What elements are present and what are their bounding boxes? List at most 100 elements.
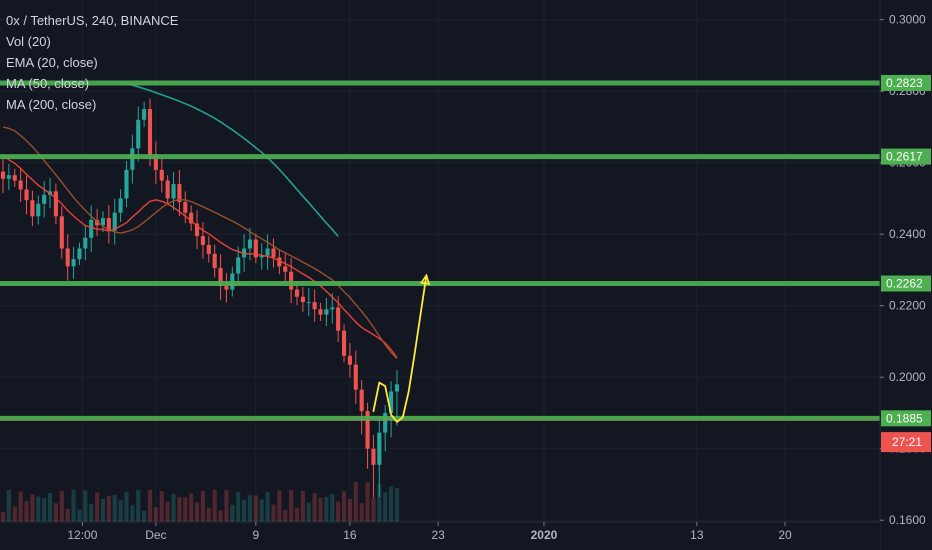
volume-bar xyxy=(124,491,129,522)
candle-body xyxy=(165,180,170,199)
time-tick-label: 2020 xyxy=(531,528,558,542)
volume-bars xyxy=(0,481,400,522)
ma50-line xyxy=(2,126,398,360)
volume-bar xyxy=(47,492,53,522)
candle-body xyxy=(336,307,341,331)
level-price-label: 0.1885 xyxy=(886,411,923,425)
volume-bar xyxy=(341,491,347,522)
candle-body xyxy=(236,257,241,274)
candle-body xyxy=(289,271,294,290)
candle-body xyxy=(242,248,247,258)
candle-body xyxy=(18,180,23,190)
volume-bar xyxy=(153,507,158,522)
candle-body xyxy=(83,237,88,249)
candle-body xyxy=(300,296,305,303)
volume-bar xyxy=(330,493,335,522)
candle-body xyxy=(271,248,276,258)
candle-body xyxy=(324,309,329,315)
candle-body xyxy=(189,212,194,224)
price-tick-label: 0.1600 xyxy=(889,513,926,527)
candle-body xyxy=(212,253,217,269)
price-axis: 0.30000.28000.26000.24000.22000.20000.18… xyxy=(879,0,932,550)
volume-bar xyxy=(147,489,153,522)
legend-ma50[interactable]: MA (50, close) xyxy=(6,76,90,91)
volume-bar xyxy=(112,494,117,522)
volume-bar xyxy=(247,495,253,522)
volume-bar xyxy=(300,490,305,522)
volume-bar xyxy=(165,501,170,522)
volume-bar xyxy=(365,482,370,522)
candle-body xyxy=(247,239,253,249)
volume-bar xyxy=(194,502,200,522)
candle-body xyxy=(89,219,94,238)
volume-bar xyxy=(95,492,100,522)
candle-body xyxy=(353,364,358,390)
time-tick-label: 23 xyxy=(431,528,445,542)
volume-bar xyxy=(359,503,364,522)
level-price-tag xyxy=(881,275,931,292)
candle-body xyxy=(124,169,129,199)
candle-body xyxy=(142,109,147,120)
time-tick-label: 20 xyxy=(778,528,792,542)
countdown-tag xyxy=(881,432,931,453)
volume-bar xyxy=(100,499,106,522)
volume-bar xyxy=(18,491,23,522)
volume-bar xyxy=(265,492,270,522)
countdown-label: 27:21 xyxy=(892,435,922,449)
volume-bar xyxy=(236,492,241,522)
candle-body xyxy=(383,412,388,433)
candle-body xyxy=(130,148,135,170)
candle-body xyxy=(159,169,164,181)
volume-bar xyxy=(42,498,47,522)
volume-bar xyxy=(253,495,258,522)
level-price-label: 0.2617 xyxy=(886,150,923,164)
volume-bar xyxy=(230,504,235,522)
level-price-label: 0.2262 xyxy=(886,277,923,291)
volume-bar xyxy=(218,510,223,522)
price-tick-label: 0.2000 xyxy=(889,370,926,384)
volume-bar xyxy=(189,493,194,522)
legend-symbol-title[interactable]: 0x / TetherUS, 240, BINANCE xyxy=(6,13,179,28)
volume-bar xyxy=(89,504,94,522)
volume-bar xyxy=(377,483,382,522)
price-tick-label: 0.2400 xyxy=(889,227,926,241)
candle-body xyxy=(100,218,106,226)
volume-bar xyxy=(283,510,288,522)
volume-bar xyxy=(53,503,58,522)
volume-bar xyxy=(65,508,70,522)
price-axis-background xyxy=(880,0,932,550)
volume-bar xyxy=(242,499,247,522)
candle-body xyxy=(206,244,211,254)
candle-body xyxy=(71,259,76,267)
candle-body xyxy=(371,448,376,465)
volume-bar xyxy=(24,501,29,522)
legend-volume[interactable]: Vol (20) xyxy=(6,34,51,49)
horizontal-levels xyxy=(0,80,880,421)
volume-bar xyxy=(71,489,76,522)
volume-bar xyxy=(159,491,164,522)
candle-body xyxy=(259,255,264,258)
candle-body xyxy=(106,218,111,231)
candle-body xyxy=(118,198,123,213)
volume-bar xyxy=(353,481,358,522)
volume-bar xyxy=(6,490,11,522)
volume-bar xyxy=(183,497,188,522)
volume-bar xyxy=(294,508,300,522)
volume-bar xyxy=(136,490,141,522)
candle-body xyxy=(24,189,29,201)
time-axis: 12:00 Dec 9 16 23 2020 13 20 xyxy=(0,521,880,550)
legend-ema[interactable]: EMA (20, close) xyxy=(6,55,98,70)
candle-body xyxy=(65,248,70,267)
candle-body xyxy=(30,200,35,217)
volume-bar xyxy=(130,505,135,522)
ema-line xyxy=(2,154,398,358)
legend-ma200[interactable]: MA (200, close) xyxy=(6,97,97,112)
time-axis-background xyxy=(0,522,880,550)
candle-body xyxy=(253,239,258,258)
level-price-tag xyxy=(881,410,931,427)
volume-bar xyxy=(306,502,311,522)
volume-bar xyxy=(106,495,111,522)
candle-body xyxy=(147,109,153,156)
